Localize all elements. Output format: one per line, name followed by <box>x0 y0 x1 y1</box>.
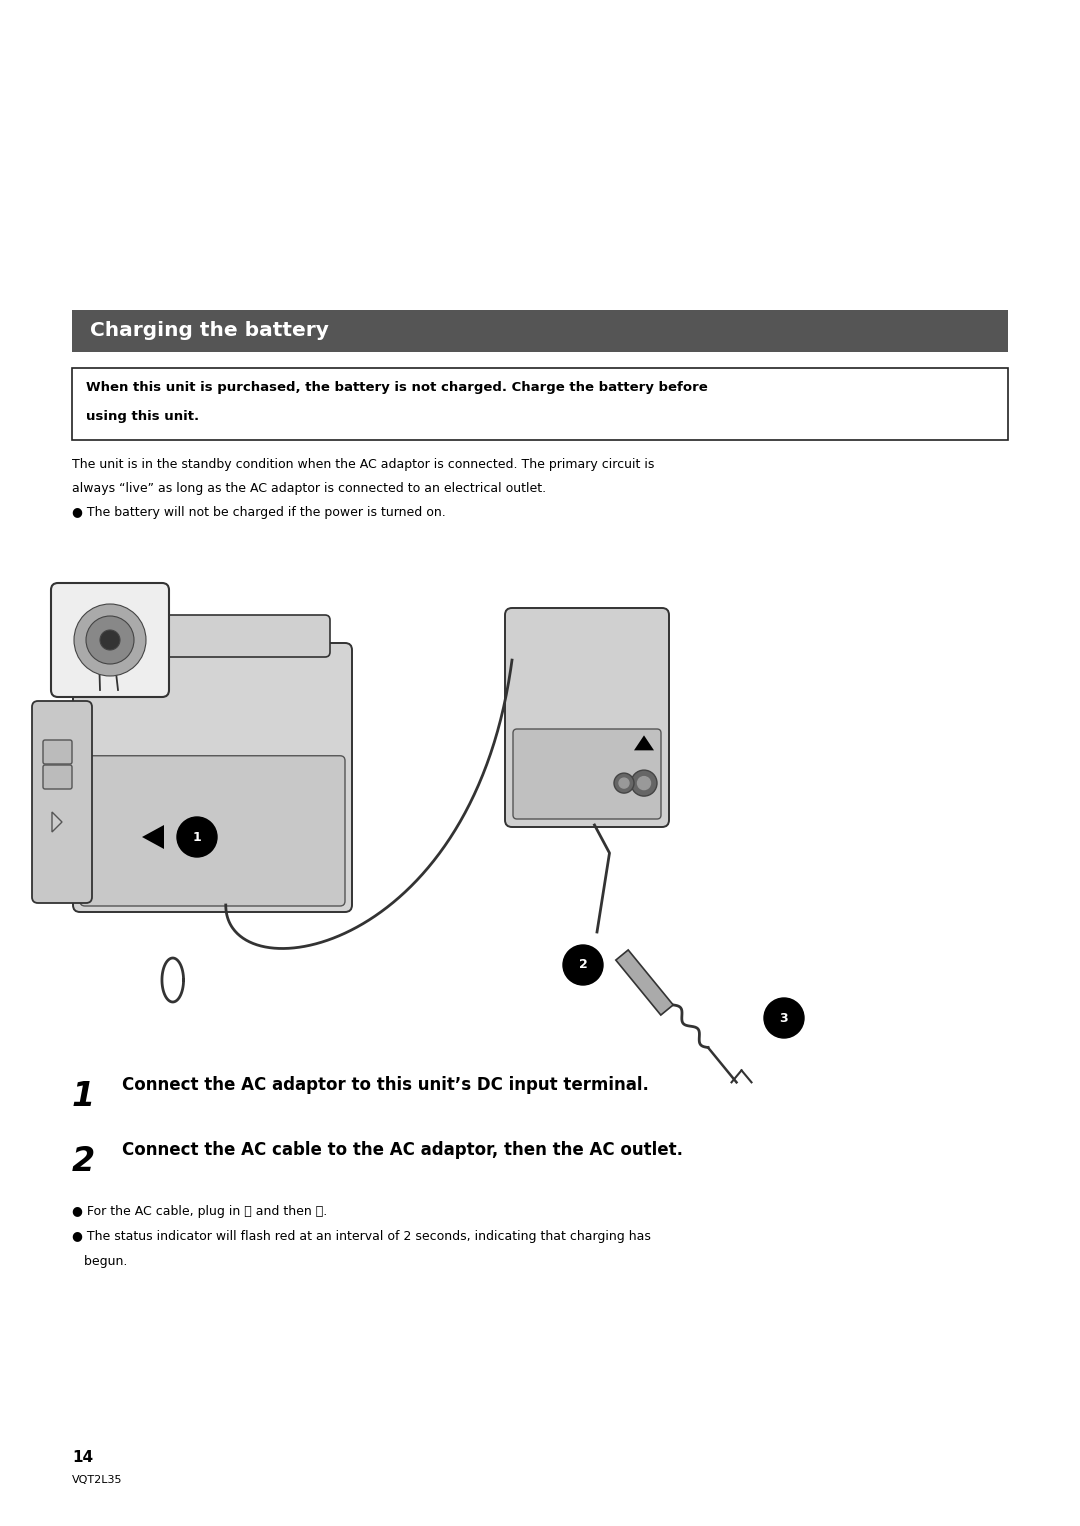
Text: 2: 2 <box>72 1144 95 1178</box>
Circle shape <box>563 945 603 984</box>
Text: ● For the AC cable, plug in Ⓐ and then Ⓑ.: ● For the AC cable, plug in Ⓐ and then Ⓑ… <box>72 1206 327 1218</box>
Polygon shape <box>634 736 654 751</box>
Polygon shape <box>52 812 62 832</box>
Circle shape <box>631 771 657 797</box>
Polygon shape <box>616 949 673 1015</box>
FancyBboxPatch shape <box>80 755 345 906</box>
Text: 1: 1 <box>72 1080 95 1112</box>
Text: 2: 2 <box>579 958 588 972</box>
FancyBboxPatch shape <box>73 642 352 913</box>
Text: VQT2L35: VQT2L35 <box>72 1476 122 1485</box>
Circle shape <box>177 816 217 858</box>
Text: Charging the battery: Charging the battery <box>90 322 329 340</box>
Circle shape <box>764 998 804 1038</box>
Text: always “live” as long as the AC adaptor is connected to an electrical outlet.: always “live” as long as the AC adaptor … <box>72 482 546 494</box>
FancyBboxPatch shape <box>505 607 669 827</box>
Text: 1: 1 <box>192 830 201 844</box>
FancyBboxPatch shape <box>72 368 1008 439</box>
Text: using this unit.: using this unit. <box>86 410 199 423</box>
Text: When this unit is purchased, the battery is not charged. Charge the battery befo: When this unit is purchased, the battery… <box>86 382 707 394</box>
Text: Connect the AC adaptor to this unit’s DC input terminal.: Connect the AC adaptor to this unit’s DC… <box>122 1076 649 1094</box>
FancyBboxPatch shape <box>43 740 72 765</box>
FancyBboxPatch shape <box>513 729 661 819</box>
FancyBboxPatch shape <box>105 615 330 658</box>
FancyBboxPatch shape <box>51 583 168 697</box>
Text: Connect the AC cable to the AC adaptor, then the AC outlet.: Connect the AC cable to the AC adaptor, … <box>122 1141 683 1160</box>
Text: begun.: begun. <box>72 1254 127 1268</box>
Circle shape <box>100 630 120 650</box>
Circle shape <box>637 777 650 789</box>
FancyBboxPatch shape <box>43 765 72 789</box>
Circle shape <box>86 617 134 664</box>
Circle shape <box>619 778 629 787</box>
Text: ● The battery will not be charged if the power is turned on.: ● The battery will not be charged if the… <box>72 507 446 519</box>
Circle shape <box>75 604 146 676</box>
Text: 3: 3 <box>780 1012 788 1024</box>
Polygon shape <box>141 826 164 848</box>
Circle shape <box>615 774 634 794</box>
FancyBboxPatch shape <box>32 700 92 903</box>
Text: ● The status indicator will flash red at an interval of 2 seconds, indicating th: ● The status indicator will flash red at… <box>72 1230 651 1244</box>
FancyBboxPatch shape <box>72 310 1008 353</box>
Text: 14: 14 <box>72 1450 93 1465</box>
Text: The unit is in the standby condition when the AC adaptor is connected. The prima: The unit is in the standby condition whe… <box>72 458 654 472</box>
